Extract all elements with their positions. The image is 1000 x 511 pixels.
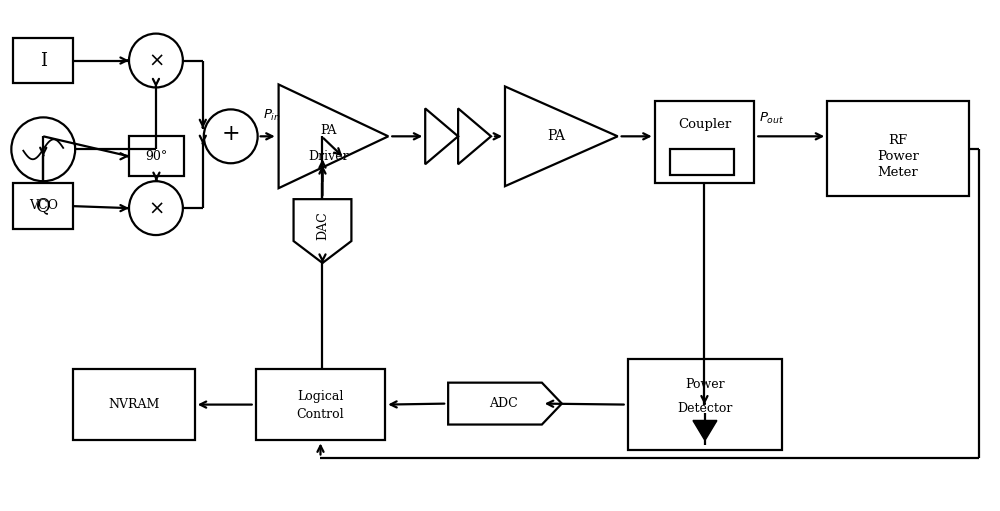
Polygon shape	[693, 421, 717, 440]
Bar	[655, 101, 754, 183]
Text: Q: Q	[36, 197, 51, 215]
Text: DAC: DAC	[316, 212, 329, 241]
Bar	[256, 369, 385, 440]
Text: 90°: 90°	[145, 150, 168, 163]
Text: $P_{out}$: $P_{out}$	[759, 111, 785, 126]
Text: NVRAM: NVRAM	[108, 398, 160, 411]
Bar	[827, 101, 969, 196]
Bar	[129, 136, 184, 176]
Text: $\times$: $\times$	[148, 199, 164, 217]
Text: ADC: ADC	[489, 397, 517, 410]
Text: Power: Power	[685, 378, 725, 391]
Text: Logical: Logical	[297, 390, 344, 403]
Text: VCO: VCO	[29, 199, 58, 212]
Bar	[73, 369, 195, 440]
Text: Meter: Meter	[878, 166, 918, 179]
Text: $\times$: $\times$	[148, 52, 164, 69]
Text: RF: RF	[888, 134, 907, 147]
Text: I: I	[40, 52, 47, 69]
Text: Coupler: Coupler	[678, 118, 731, 131]
Text: PA: PA	[547, 129, 565, 143]
Text: +: +	[221, 123, 240, 145]
Text: Detector: Detector	[677, 402, 733, 415]
Bar	[628, 359, 782, 451]
Bar	[13, 183, 73, 229]
Text: PA: PA	[320, 124, 337, 137]
Text: Power: Power	[877, 150, 919, 164]
Text: Driver: Driver	[308, 150, 349, 163]
Text: $P_{in}$: $P_{in}$	[263, 108, 280, 123]
Text: Control: Control	[297, 408, 344, 421]
Bar	[670, 149, 734, 175]
Bar	[13, 38, 73, 83]
